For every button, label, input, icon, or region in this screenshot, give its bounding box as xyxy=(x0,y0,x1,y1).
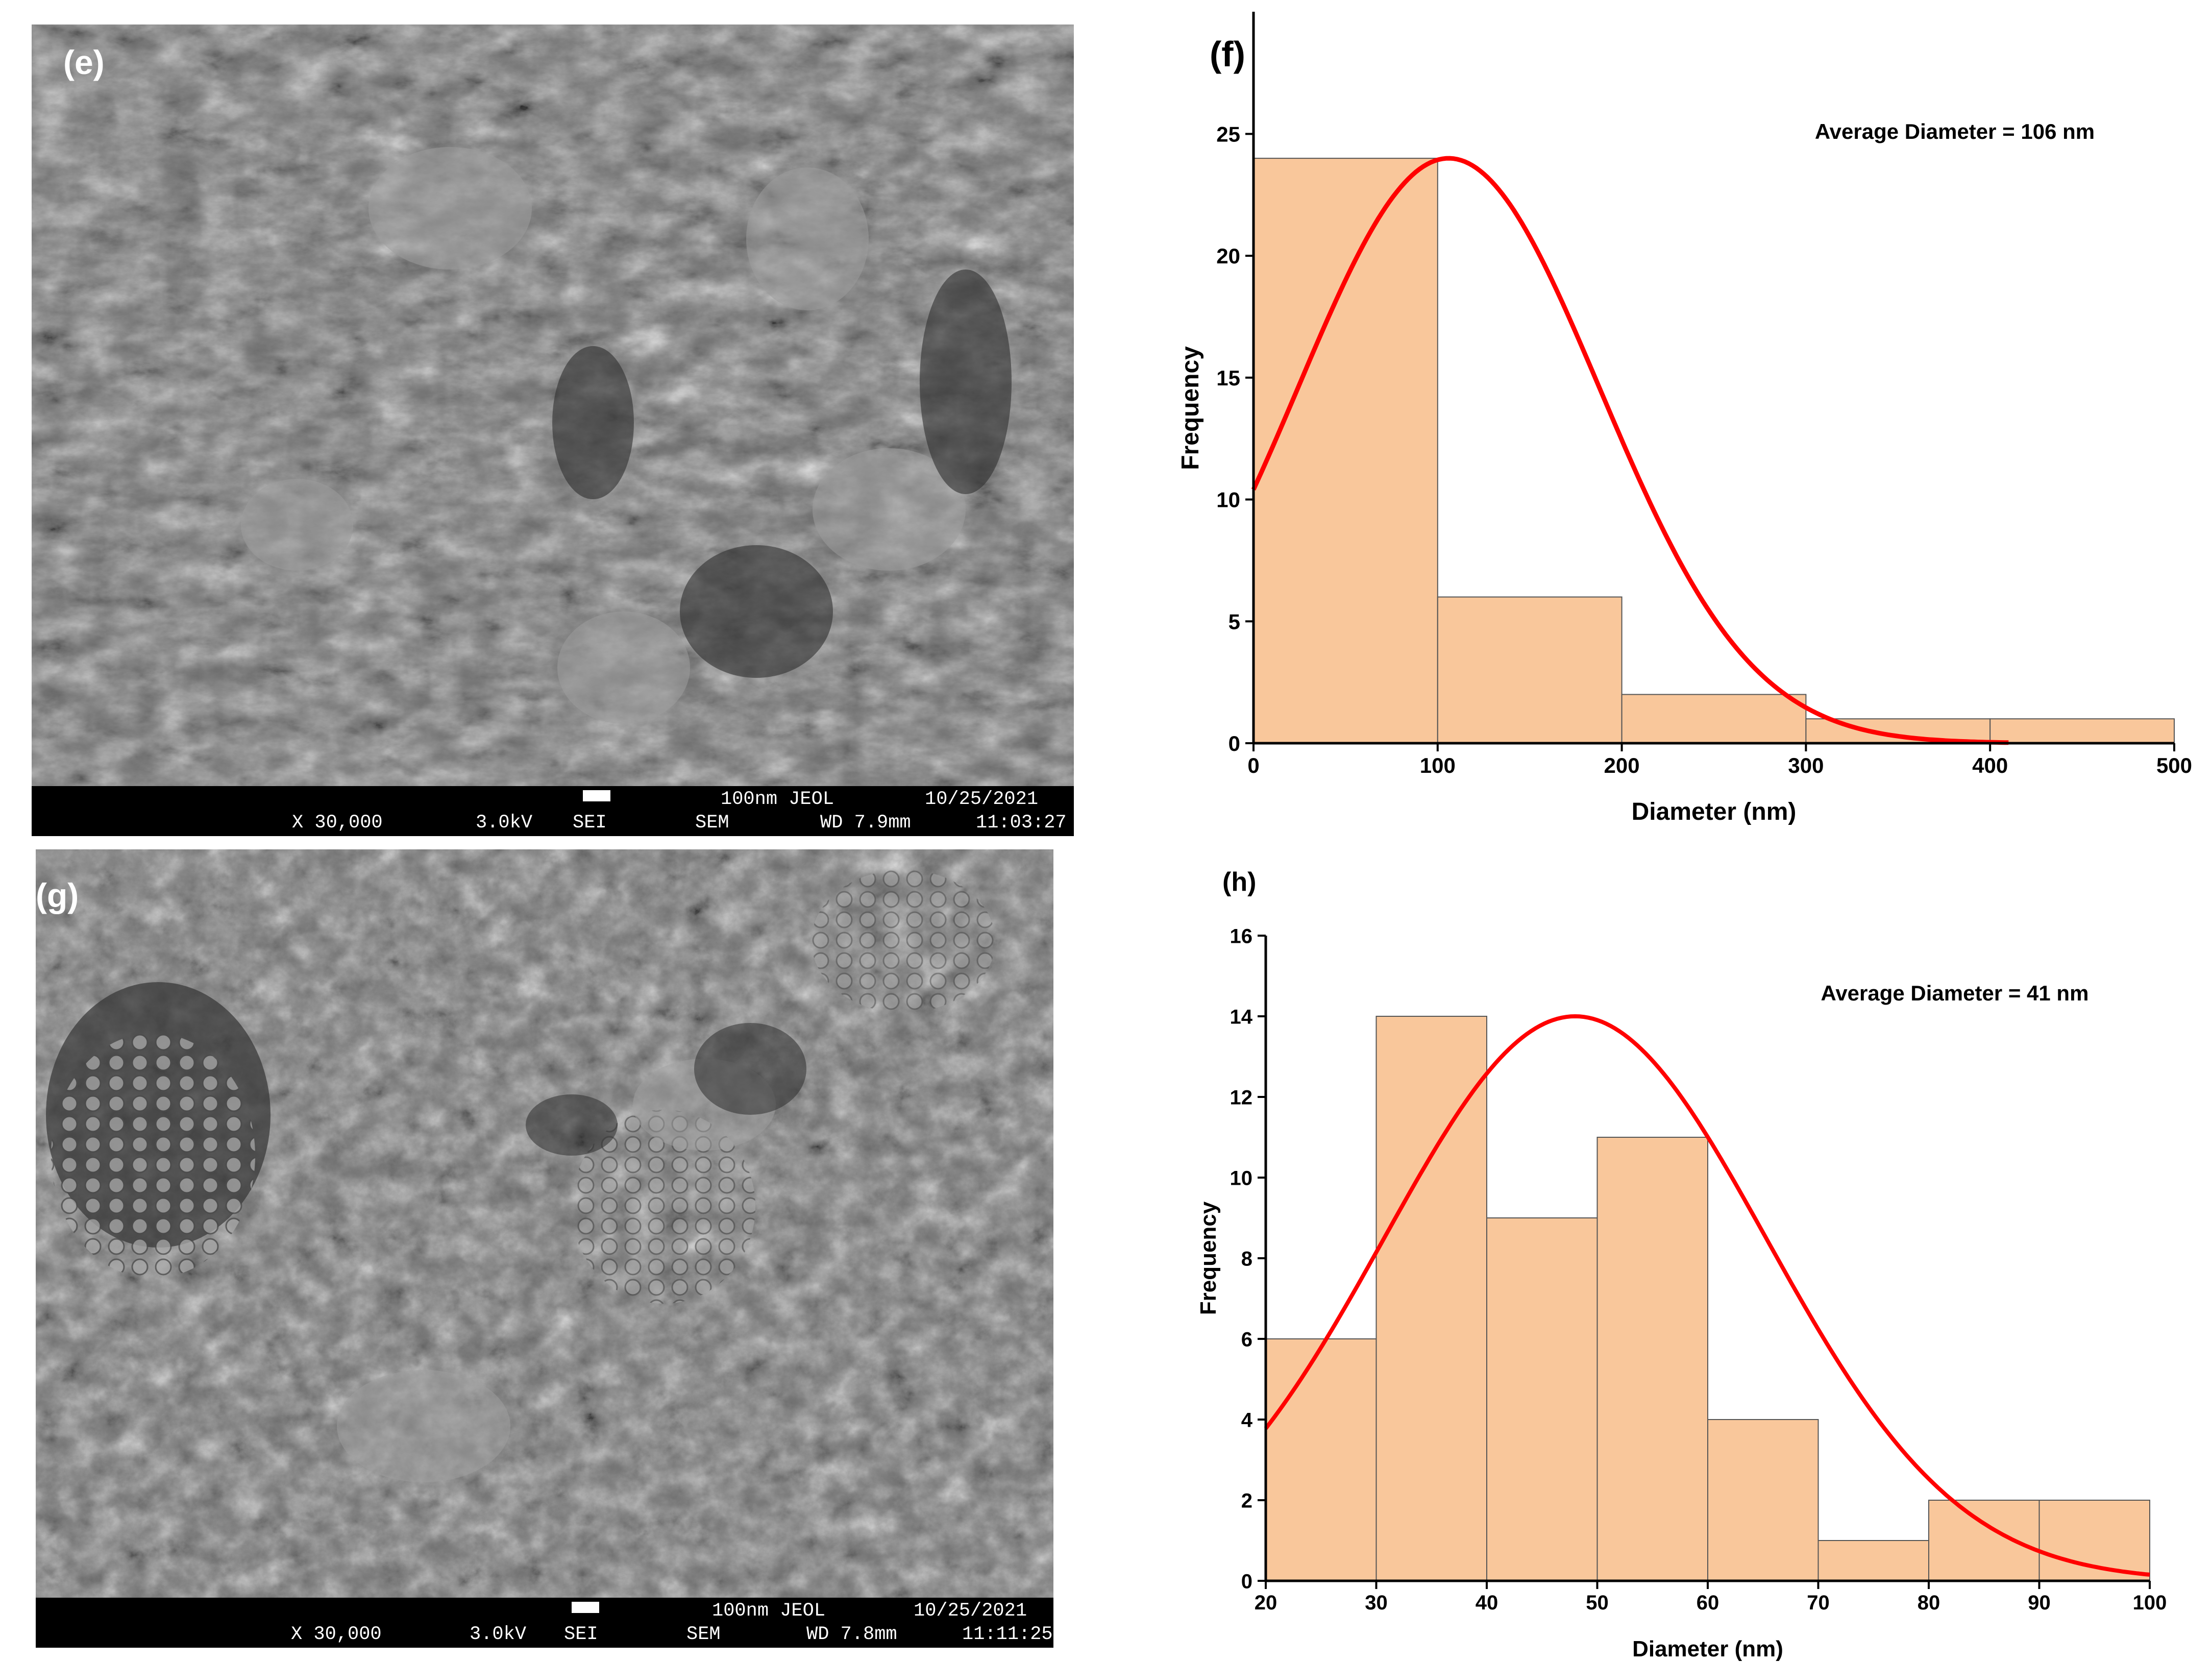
panel-label-h: (h) xyxy=(1222,867,1257,897)
sem-info-bar-g: 100nm JEOL 10/25/2021 X 30,000 3.0kV SEI… xyxy=(36,1598,1053,1648)
sem-working-distance-e: WD 7.9mm xyxy=(820,812,911,834)
chart-1-x-tick-label-6: 80 xyxy=(1918,1592,1940,1614)
sem-scale-label-e: 100nm JEOL xyxy=(721,789,834,810)
sem-time-e: 11:03:27 xyxy=(976,812,1067,834)
chart-0-x-tick-label-3: 300 xyxy=(1788,753,1824,777)
chart-0-bar-4 xyxy=(1989,718,2175,744)
chart-0-y-tick-label-4: 20 xyxy=(1216,244,1240,268)
chart-0-x-tick-label-2: 200 xyxy=(1604,753,1640,777)
chart-1-x-tick-label-8: 100 xyxy=(2133,1592,2167,1614)
chart-1-x-tick-label-7: 90 xyxy=(2028,1592,2051,1614)
sem-detector-e: SEI xyxy=(573,812,607,834)
chart-1-y-tick-label-2: 4 xyxy=(1241,1409,1253,1431)
chart-1-x-axis-title: Diameter (nm) xyxy=(1632,1636,1783,1661)
sem-image-e: (e) 100nm JEOL 10/25/2021 X 30,000 3.0kV… xyxy=(32,25,1074,836)
chart-0-y-tick-label-3: 15 xyxy=(1216,366,1240,390)
sem-magnification-e: X 30,000 xyxy=(292,812,383,834)
chart-1-bar-6 xyxy=(1928,1500,2040,1581)
sem-magnification-g: X 30,000 xyxy=(291,1624,382,1645)
chart-1-average-annotation: Average Diameter = 41 nm xyxy=(1821,981,2089,1005)
sem-scale-label-g: 100nm JEOL xyxy=(712,1600,826,1622)
chart-1-bar-3 xyxy=(1596,1137,1708,1581)
sem-image-g: (g) 100nm JEOL 10/25/2021 X 30,000 3.0kV… xyxy=(36,849,1053,1648)
panel-label-f: (f) xyxy=(1210,34,1245,74)
chart-0-x-tick-label-5: 500 xyxy=(2156,753,2192,777)
panel-label-g: (g) xyxy=(36,876,79,914)
sem-voltage-g: 3.0kV xyxy=(470,1624,527,1645)
sem-info-bar-e: 100nm JEOL 10/25/2021 X 30,000 3.0kV SEI… xyxy=(32,786,1074,836)
chart-1-x-tick-label-4: 60 xyxy=(1697,1592,1719,1614)
sem-mode-g: SEM xyxy=(686,1624,721,1645)
chart-1-fit-curve xyxy=(1264,1014,2150,1577)
sem-date-e: 10/25/2021 xyxy=(925,789,1039,810)
chart-1-x-tick-label-2: 40 xyxy=(1476,1592,1498,1614)
chart-1-bar-0 xyxy=(1265,1338,1377,1581)
sem-detector-g: SEI xyxy=(564,1624,598,1645)
chart-1-y-tick-label-8: 16 xyxy=(1230,925,1253,947)
chart-1-y-axis-title: Frequency xyxy=(1196,1201,1221,1315)
sem-texture-g xyxy=(36,849,1053,1598)
chart-0-y-tick-label-1: 5 xyxy=(1228,609,1240,633)
chart-0-y-tick-label-5: 25 xyxy=(1216,122,1240,146)
chart-1-bar-4 xyxy=(1707,1419,1819,1581)
chart-0-fit-curve xyxy=(1251,156,2009,745)
chart-1-bar-2 xyxy=(1486,1217,1598,1581)
chart-1-x-tick-label-5: 70 xyxy=(1807,1592,1830,1614)
chart-0-y-axis-title: Frequency xyxy=(1177,346,1204,470)
chart-1-x-tick-label-0: 20 xyxy=(1255,1592,1277,1614)
chart-0-x-tick-label-0: 0 xyxy=(1247,753,1259,777)
chart-1-bar-5 xyxy=(1817,1540,1929,1581)
sem-date-g: 10/25/2021 xyxy=(914,1600,1027,1622)
chart-1-y-tick-label-3: 6 xyxy=(1241,1328,1252,1351)
histogram-chart-h: 20 30 40 50 60 70 80 90 100 0 2 4 6 8 10 12 14 16 Diameter… xyxy=(1196,925,2167,1661)
chart-1-x-tick-label-3: 50 xyxy=(1586,1592,1609,1614)
chart-1-y-tick-label-1: 2 xyxy=(1241,1489,1252,1512)
chart-0-bar-2 xyxy=(1621,694,1807,744)
chart-0-average-annotation: Average Diameter = 106 nm xyxy=(1815,119,2095,143)
sem-voltage-e: 3.0kV xyxy=(476,812,533,834)
chart-0-bar-1 xyxy=(1437,596,1623,744)
chart-1-y-tick-label-7: 14 xyxy=(1230,1006,1253,1028)
chart-1-x-tick-label-1: 30 xyxy=(1365,1592,1388,1614)
scale-bar-g xyxy=(572,1602,599,1613)
chart-1-y-tick-label-0: 0 xyxy=(1241,1570,1252,1593)
chart-1-y-tick-label-6: 12 xyxy=(1230,1086,1253,1109)
chart-0-x-axis-title: Diameter (nm) xyxy=(1632,798,1797,825)
panel-label-e: (e) xyxy=(63,43,105,81)
chart-0-bar-0 xyxy=(1253,158,1438,744)
sem-working-distance-g: WD 7.8mm xyxy=(806,1624,897,1645)
histogram-chart-f: 0 100 200 300 400 500 0 5 10 15 20 25 Diameter (nm) F… xyxy=(1177,12,2192,825)
chart-1-bar-1 xyxy=(1375,1016,1487,1581)
chart-0-y-tick-label-0: 0 xyxy=(1228,731,1240,755)
sem-mode-e: SEM xyxy=(695,812,729,834)
sem-texture-e xyxy=(32,25,1074,786)
sem-time-g: 11:11:25 xyxy=(962,1624,1053,1645)
chart-0-x-tick-label-1: 100 xyxy=(1420,753,1456,777)
scale-bar-e xyxy=(583,790,610,801)
chart-1-y-tick-label-4: 8 xyxy=(1241,1248,1252,1270)
chart-0-x-tick-label-4: 400 xyxy=(1972,753,2008,777)
chart-1-y-tick-label-5: 10 xyxy=(1230,1167,1253,1189)
chart-0-y-tick-label-2: 10 xyxy=(1216,488,1240,512)
